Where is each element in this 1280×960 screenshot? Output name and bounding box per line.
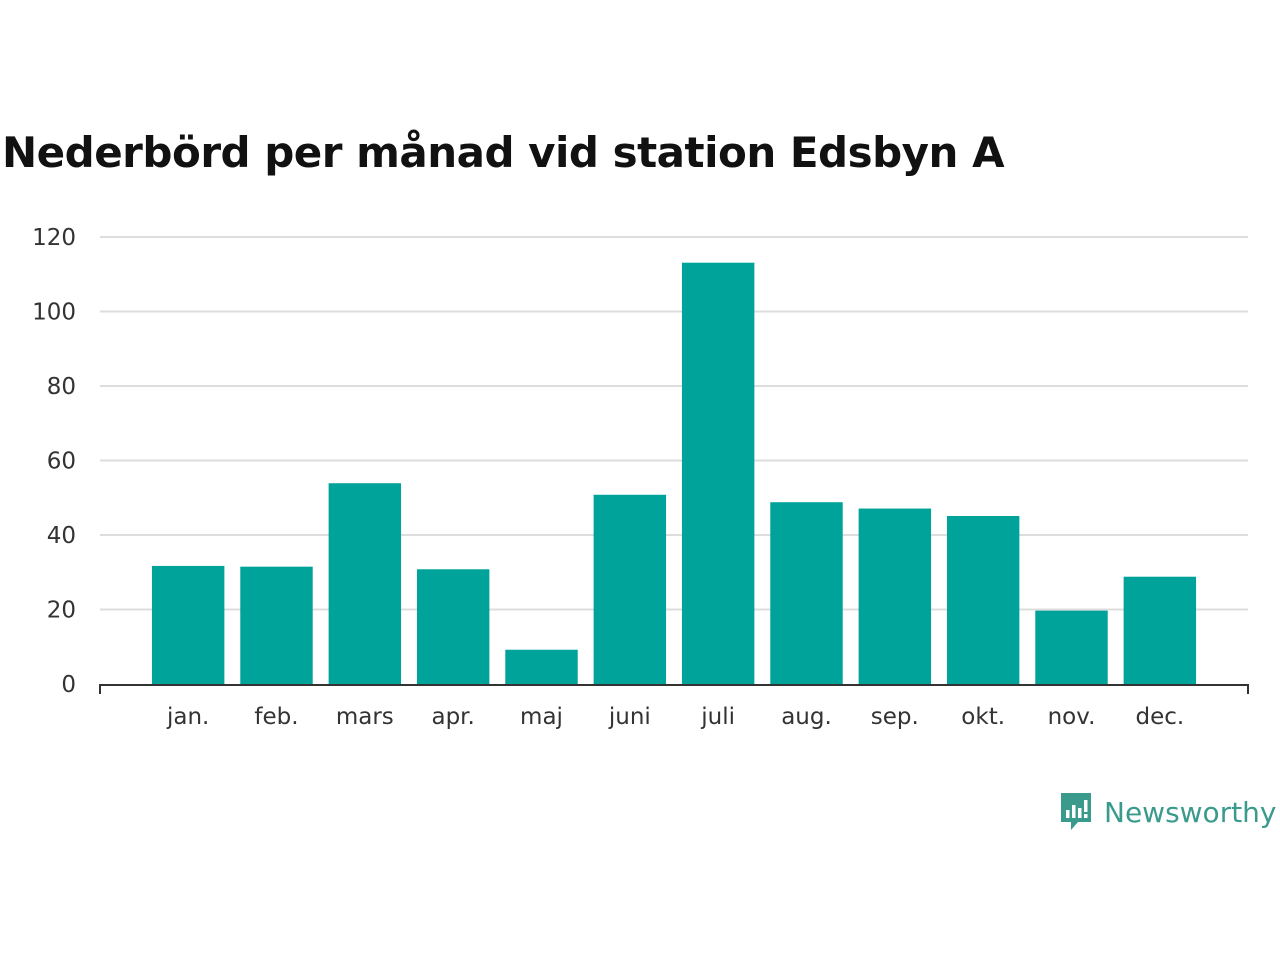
x-tick-label: jan. [166, 704, 209, 730]
x-tick-label: sep. [871, 704, 919, 730]
x-tick-label: juni [608, 704, 651, 730]
bar [151, 565, 225, 684]
bar [593, 494, 667, 684]
bar [240, 566, 313, 684]
grid-lines [100, 236, 1248, 611]
bars [151, 262, 1197, 684]
newsworthy-logo-icon [1061, 793, 1091, 830]
x-axis [99, 684, 1249, 694]
bar [1035, 610, 1108, 684]
y-tick-label: 0 [61, 672, 76, 698]
bar [681, 262, 755, 684]
x-tick-label: aug. [781, 704, 832, 730]
bar [770, 502, 843, 684]
x-axis-ticks: jan. feb. mars apr. maj juni juli aug. sep. okt. n… [166, 704, 1184, 730]
x-tick-label: juli [700, 704, 735, 730]
bar [416, 569, 490, 684]
brand-logo: Newsworthy [1058, 790, 1277, 834]
y-axis-ticks: 0 20 40 60 80 100 120 [32, 225, 76, 698]
x-tick-label: apr. [431, 704, 474, 730]
bar [858, 508, 932, 684]
brand-name: Newsworthy [1104, 795, 1277, 829]
bar [946, 516, 1020, 684]
bar [1123, 576, 1197, 684]
bar [328, 483, 402, 684]
y-tick-label: 40 [47, 523, 76, 549]
y-tick-label: 80 [47, 374, 76, 400]
x-tick-label: dec. [1135, 704, 1184, 730]
x-tick-label: feb. [254, 704, 298, 730]
chart-title: Nederbörd per månad vid station Edsbyn A [2, 128, 1005, 177]
y-tick-label: 20 [47, 598, 76, 624]
x-tick-label: mars [336, 704, 394, 730]
y-tick-label: 60 [47, 449, 76, 475]
x-tick-label: maj [520, 704, 563, 730]
y-tick-label: 100 [32, 300, 76, 326]
x-tick-label: okt. [961, 704, 1005, 730]
y-tick-label: 120 [32, 225, 76, 251]
bar [505, 649, 578, 684]
x-tick-label: nov. [1048, 704, 1096, 730]
